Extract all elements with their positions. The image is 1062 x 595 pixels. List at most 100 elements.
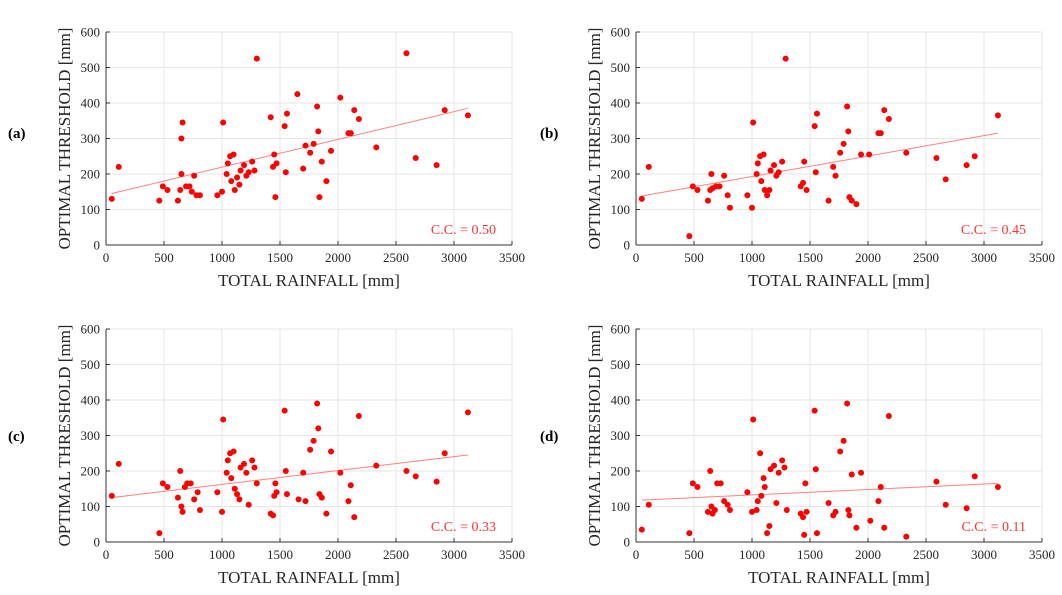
data-point xyxy=(638,195,645,202)
data-point xyxy=(196,507,203,514)
data-point xyxy=(186,183,193,190)
y-tick-label: 300 xyxy=(81,428,101,443)
correlation-annotation: C.C. = 0.11 xyxy=(961,520,1026,535)
y-tick-label: 400 xyxy=(81,393,101,408)
data-point xyxy=(464,112,471,119)
data-point xyxy=(345,498,352,505)
x-tick-label: 1000 xyxy=(209,250,235,265)
panel-label: (d) xyxy=(540,429,558,445)
data-point xyxy=(782,55,789,62)
data-point xyxy=(837,149,844,156)
data-point xyxy=(764,530,771,537)
y-tick-label: 600 xyxy=(611,322,631,337)
data-point xyxy=(373,144,380,151)
data-point xyxy=(164,483,171,490)
data-point xyxy=(754,498,761,505)
data-point xyxy=(721,172,728,179)
x-tick-label: 3000 xyxy=(441,250,467,265)
data-point xyxy=(178,135,185,142)
x-tick-label: 3500 xyxy=(1029,250,1055,265)
y-tick-label: 100 xyxy=(81,202,101,217)
data-point xyxy=(234,174,241,181)
x-tick-label: 1500 xyxy=(267,250,293,265)
data-point xyxy=(433,162,440,169)
data-point xyxy=(933,478,940,485)
data-point xyxy=(963,162,970,169)
data-point xyxy=(766,523,773,530)
x-tick-label: 3500 xyxy=(499,250,525,265)
y-tick-label: 500 xyxy=(611,357,631,372)
data-point xyxy=(433,478,440,485)
y-tick-label: 500 xyxy=(81,60,101,75)
data-point xyxy=(355,115,362,122)
data-point xyxy=(267,114,274,121)
data-point xyxy=(803,508,810,515)
trend-line xyxy=(641,482,998,501)
data-point xyxy=(800,179,807,186)
data-point xyxy=(307,446,314,453)
data-point xyxy=(412,155,419,162)
data-point xyxy=(294,91,301,98)
data-point xyxy=(403,468,410,474)
panel-label: (b) xyxy=(540,126,558,142)
data-point xyxy=(441,450,448,457)
y-axis-label: OPTIMAL THRESHOLD [mm] xyxy=(55,28,74,250)
data-point xyxy=(174,494,181,501)
data-point xyxy=(812,466,819,473)
data-point xyxy=(300,469,307,476)
data-point xyxy=(351,107,358,114)
data-point xyxy=(758,492,765,499)
data-point xyxy=(750,416,757,423)
data-point xyxy=(187,480,194,487)
data-point xyxy=(853,524,860,531)
data-point xyxy=(214,192,221,199)
trend-line xyxy=(111,107,469,195)
data-point xyxy=(243,469,250,476)
data-point xyxy=(282,468,289,474)
data-point xyxy=(811,407,818,414)
data-point xyxy=(638,526,645,533)
data-point xyxy=(191,172,198,179)
data-point xyxy=(686,233,693,240)
data-point xyxy=(840,140,847,147)
data-point xyxy=(194,489,201,496)
x-tick-label: 0 xyxy=(103,250,110,265)
x-tick-label: 2000 xyxy=(325,547,351,562)
data-point xyxy=(825,499,832,506)
data-point xyxy=(767,167,774,174)
data-point xyxy=(251,167,258,174)
data-point xyxy=(220,416,227,423)
data-point xyxy=(191,496,198,503)
data-point xyxy=(236,181,243,188)
correlation-annotation: C.C. = 0.50 xyxy=(431,223,496,238)
data-point xyxy=(464,409,471,416)
x-axis-label: TOTAL RAINFALL [mm] xyxy=(218,271,400,290)
data-point xyxy=(758,178,765,185)
data-point xyxy=(179,119,186,126)
data-point xyxy=(760,151,767,158)
data-point xyxy=(178,503,185,510)
data-point xyxy=(837,448,844,455)
data-point xyxy=(766,186,773,193)
data-point xyxy=(885,412,892,419)
data-point xyxy=(832,172,839,179)
y-tick-label: 200 xyxy=(81,464,101,479)
data-point xyxy=(840,437,847,444)
data-point xyxy=(750,119,757,126)
data-point xyxy=(749,204,755,211)
chart-panel: 0 500 1000 1500 2000 2500 3000 3500 0 100 200 300 40… xyxy=(540,322,1055,588)
data-point xyxy=(775,469,782,476)
data-point xyxy=(783,507,790,514)
data-point xyxy=(283,110,290,117)
y-tick-label: 0 xyxy=(624,535,631,550)
data-point xyxy=(323,510,330,517)
x-tick-label: 2500 xyxy=(913,250,939,265)
panel-label: (c) xyxy=(8,429,25,445)
data-point xyxy=(813,110,820,117)
data-point xyxy=(196,192,203,199)
data-point xyxy=(237,167,244,174)
data-point xyxy=(724,192,731,199)
data-point xyxy=(310,140,317,147)
y-tick-label: 600 xyxy=(81,322,101,337)
